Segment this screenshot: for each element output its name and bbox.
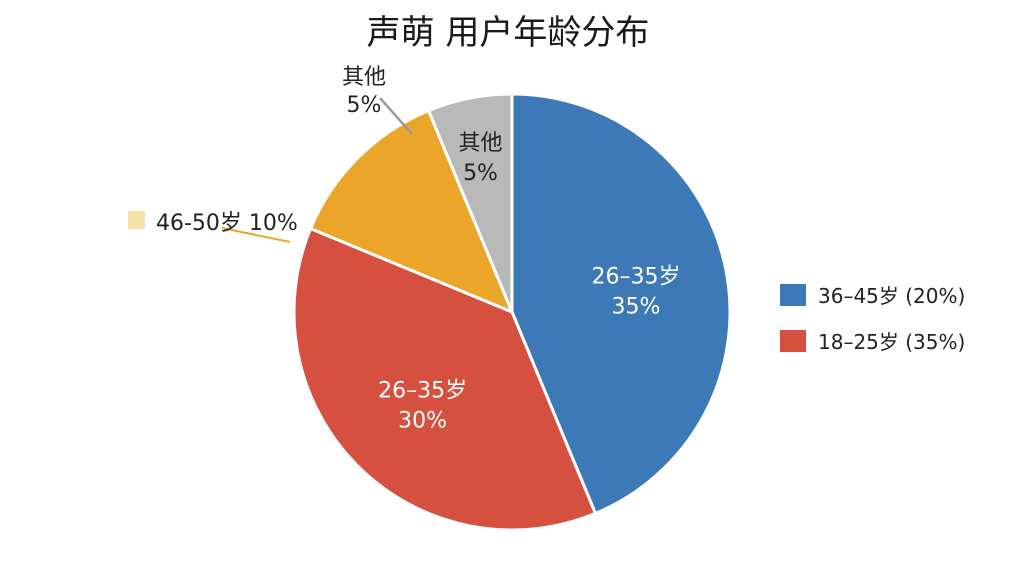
chart-title: 声萌 用户年龄分布 — [367, 13, 650, 53]
legend-swatch — [780, 284, 806, 306]
legend-label: 18–25岁 (35%) — [818, 330, 965, 354]
callout-text: 46-50岁 10% — [156, 211, 298, 236]
callout-swatch — [128, 211, 145, 229]
legend: 36–45岁 (20%) 18–25岁 (35%) — [780, 284, 965, 354]
pie-slice — [292, 226, 598, 532]
legend-swatch — [780, 330, 806, 352]
callout-leader-line — [221, 227, 291, 243]
legend-label: 36–45岁 (20%) — [818, 284, 965, 308]
callout-value: 5% — [347, 93, 382, 118]
callout-other: 其他 5% — [342, 65, 413, 135]
slice-value-label: 35% — [612, 294, 661, 319]
slice-category-label: 其他 — [459, 131, 503, 156]
callout-leader-line — [379, 97, 413, 135]
slice-category-label: 26–35岁 — [592, 264, 681, 289]
slice-category-label: 26–35岁 — [378, 378, 467, 403]
callout-label: 其他 — [342, 65, 386, 90]
pie-slice-labels: 26–35岁 35% 26–35岁 30% 其他 5% — [378, 131, 680, 434]
callout-46-50: 46-50岁 10% — [128, 211, 298, 243]
pie-slice — [510, 92, 732, 516]
slice-value-label: 5% — [463, 161, 498, 186]
slice-value-label: 30% — [398, 408, 447, 433]
pie-slice — [426, 92, 514, 313]
pie-slice — [308, 108, 515, 315]
pie-slices — [292, 92, 732, 532]
